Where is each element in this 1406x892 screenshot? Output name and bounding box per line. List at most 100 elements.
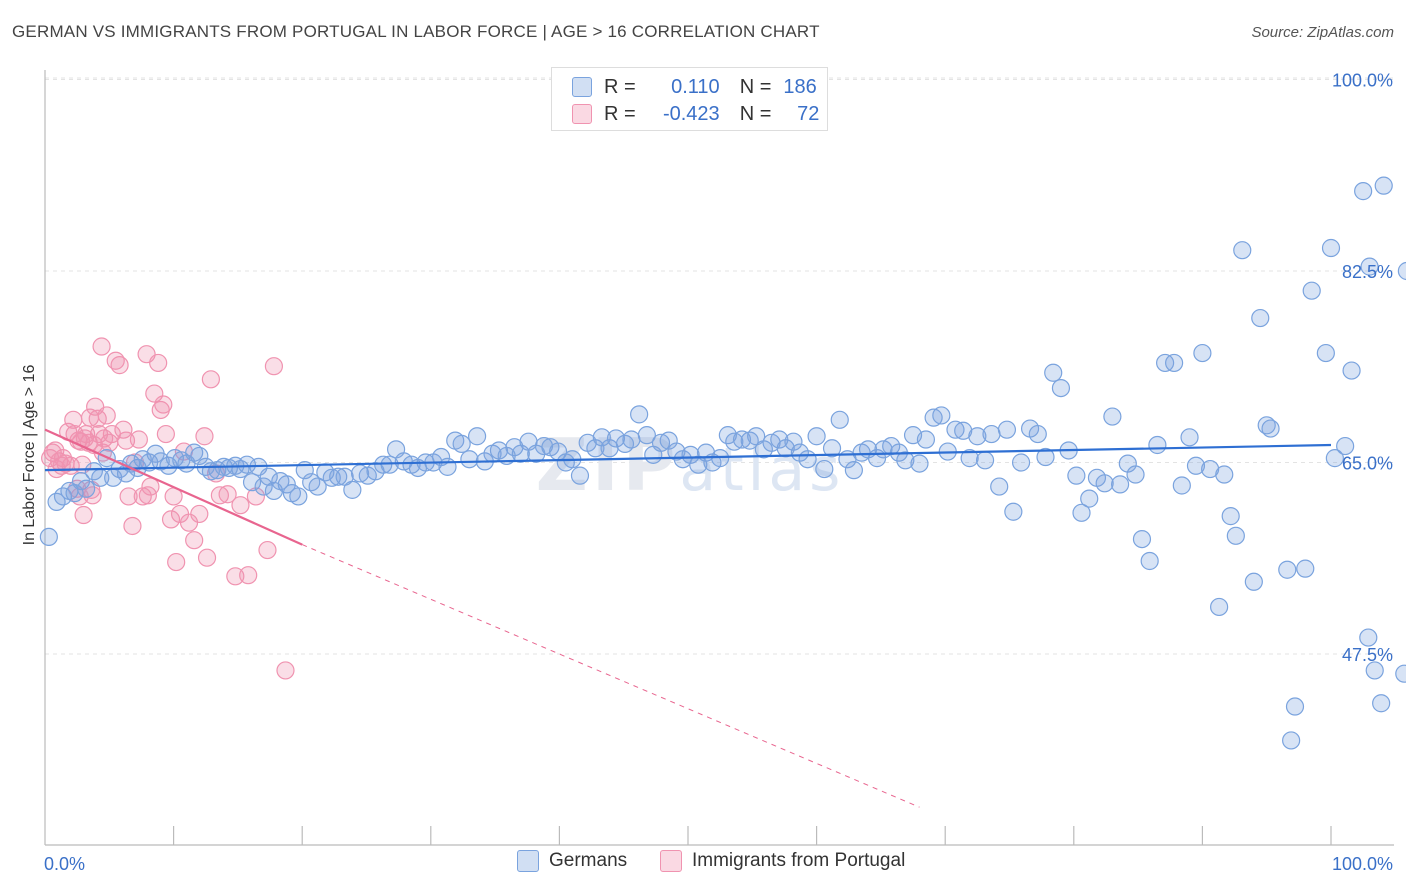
germans-point-102 bbox=[732, 430, 752, 449]
germans-point-163 bbox=[1186, 456, 1206, 475]
germans-point-136 bbox=[982, 424, 1001, 444]
germans-point-112 bbox=[807, 427, 826, 446]
portugal-point-47 bbox=[149, 353, 168, 373]
germans-point-7 bbox=[84, 462, 103, 481]
legend-row-portugal: R = -0.423 N = 72 bbox=[572, 101, 819, 127]
germans-points bbox=[39, 176, 1406, 750]
germans-point-158 bbox=[1148, 435, 1167, 455]
germans-point-174 bbox=[1261, 419, 1280, 438]
germans-point-152 bbox=[1103, 407, 1122, 426]
germans-point-23 bbox=[185, 443, 204, 462]
germans-point-170 bbox=[1233, 241, 1252, 260]
germans-point-66 bbox=[467, 427, 487, 446]
portugal-point-38 bbox=[119, 487, 138, 506]
portugal-r-label: R = bbox=[604, 102, 636, 125]
germans-point-161 bbox=[1172, 476, 1191, 495]
germans-point-183 bbox=[1336, 436, 1355, 456]
portugal-point-31 bbox=[97, 406, 116, 425]
portugal-point-61 bbox=[201, 370, 220, 389]
tick-labels: 47.5% 65.0% 82.5% 100.0% 0.0% 100.0% bbox=[44, 71, 1393, 875]
portugal-point-71 bbox=[276, 661, 295, 680]
germans-point-132 bbox=[954, 421, 973, 440]
germans-point-111 bbox=[798, 450, 817, 469]
germans-point-148 bbox=[1072, 503, 1091, 522]
germans-point-41 bbox=[289, 487, 308, 506]
germans-point-6 bbox=[77, 479, 96, 498]
germans-point-168 bbox=[1221, 507, 1240, 526]
trend-lines bbox=[44, 428, 1332, 808]
germans-point-179 bbox=[1302, 281, 1321, 300]
germans-point-177 bbox=[1285, 697, 1305, 716]
portugal-point-39 bbox=[123, 516, 142, 536]
y-axis-label: In Labor Force | Age > 16 bbox=[21, 365, 38, 546]
portugal-point-36 bbox=[114, 420, 133, 439]
germans-point-113 bbox=[815, 459, 834, 479]
portugal-point-35 bbox=[110, 356, 129, 375]
germans-point-36 bbox=[259, 467, 278, 486]
germans-point-191 bbox=[1397, 261, 1406, 281]
germans-point-155 bbox=[1126, 465, 1145, 484]
y-tick-label-0: 47.5% bbox=[1342, 645, 1393, 665]
germans-point-143 bbox=[1036, 447, 1055, 467]
portugal-swatch bbox=[572, 104, 592, 124]
portugal-point-64 bbox=[218, 485, 237, 504]
portugal-point-51 bbox=[161, 510, 181, 529]
portugal-point-50 bbox=[156, 424, 175, 444]
portugal-point-68 bbox=[246, 487, 266, 506]
germans-trend-line bbox=[44, 443, 1332, 472]
germans-point-133 bbox=[960, 449, 979, 468]
germans-point-89 bbox=[637, 426, 656, 445]
germans-point-156 bbox=[1132, 529, 1152, 549]
germans-point-172 bbox=[1251, 308, 1270, 328]
germans-point-147 bbox=[1067, 466, 1086, 485]
germans-point-184 bbox=[1342, 361, 1361, 380]
portugal-point-69 bbox=[258, 540, 277, 560]
germans-point-131 bbox=[946, 420, 965, 439]
germans-point-139 bbox=[1004, 502, 1023, 521]
legend-item-portugal: Immigrants from Portugal bbox=[660, 850, 905, 872]
germans-point-64 bbox=[452, 434, 471, 453]
germans-point-176 bbox=[1282, 731, 1301, 750]
germans-point-167 bbox=[1215, 465, 1234, 484]
y-tick-label-3: 100.0% bbox=[1332, 71, 1393, 91]
germans-point-181 bbox=[1321, 238, 1341, 258]
portugal-point-57 bbox=[185, 531, 204, 550]
portugal-point-41 bbox=[129, 430, 148, 449]
germans-point-169 bbox=[1226, 526, 1245, 545]
portugal-point-70 bbox=[264, 357, 284, 376]
germans-point-85 bbox=[606, 429, 626, 448]
germans-point-178 bbox=[1296, 559, 1315, 578]
portugal-point-60 bbox=[197, 548, 217, 567]
germans-point-88 bbox=[630, 405, 649, 424]
germans-point-32 bbox=[237, 455, 257, 474]
x-tick-label-min: 0.0% bbox=[44, 854, 85, 874]
germans-point-188 bbox=[1365, 661, 1384, 680]
correlation-legend: R = 0.110 N = 186 R = -0.423 N = 72 bbox=[551, 67, 828, 131]
germans-point-46 bbox=[322, 468, 341, 487]
series-legend: Germans Immigrants from Portugal bbox=[0, 850, 1406, 878]
germans-point-149 bbox=[1080, 489, 1099, 508]
germans-point-137 bbox=[990, 477, 1009, 496]
portugal-point-63 bbox=[210, 486, 229, 505]
germans-point-164 bbox=[1193, 343, 1212, 363]
y-tick-label-1: 65.0% bbox=[1342, 454, 1393, 474]
portugal-point-58 bbox=[190, 504, 209, 524]
germans-point-165 bbox=[1201, 459, 1220, 479]
germans-point-134 bbox=[968, 427, 987, 446]
germans-point-65 bbox=[460, 450, 479, 469]
source-credit: Source: ZipAtlas.com bbox=[1251, 24, 1394, 41]
germans-legend-label: Germans bbox=[549, 850, 628, 871]
germans-point-175 bbox=[1278, 560, 1297, 579]
watermark: ZIPatlas bbox=[536, 423, 845, 507]
germans-legend-swatch bbox=[517, 850, 539, 872]
germans-point-144 bbox=[1044, 363, 1063, 382]
germans-point-162 bbox=[1180, 428, 1199, 447]
germans-point-140 bbox=[1011, 453, 1031, 472]
germans-point-109 bbox=[784, 432, 803, 451]
germans-point-138 bbox=[997, 420, 1017, 439]
germans-point-124 bbox=[896, 451, 915, 470]
germans-point-185 bbox=[1354, 182, 1373, 201]
germans-point-135 bbox=[975, 451, 995, 470]
germans-point-54 bbox=[380, 455, 399, 474]
germans-point-62 bbox=[438, 457, 457, 476]
